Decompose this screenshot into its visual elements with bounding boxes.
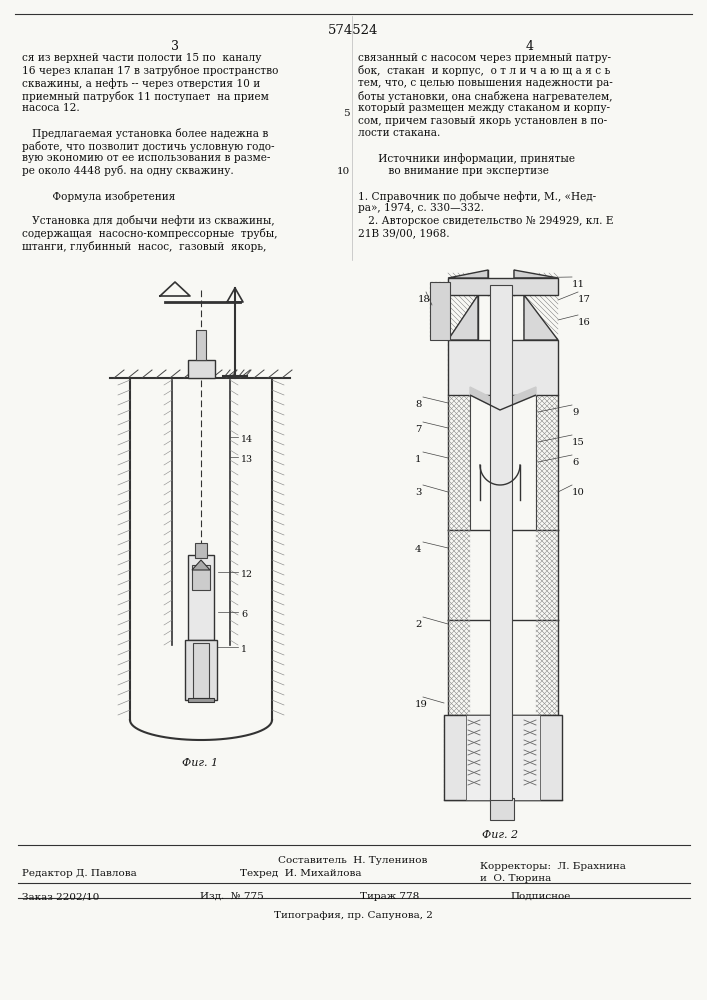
Bar (188, 555, 214, 640)
Text: Тираж 778: Тираж 778 (360, 892, 419, 901)
Text: содержащая  насосно-компрессорные  трубы,: содержащая насосно-компрессорные трубы, (22, 228, 278, 239)
Text: 9: 9 (572, 408, 578, 417)
Text: Техред  И. Михайлова: Техред И. Михайлова (240, 869, 361, 878)
Text: 2. Авторское свидетельство № 294929, кл. Е: 2. Авторское свидетельство № 294929, кл.… (358, 216, 614, 226)
Text: Корректоры:  Л. Брахнина: Корректоры: Л. Брахнина (480, 862, 626, 871)
Text: Составитель  Н. Туленинов: Составитель Н. Туленинов (279, 856, 428, 865)
Text: который размещен между стаканом и корпу-: который размещен между стаканом и корпу- (358, 103, 610, 113)
Bar (448, 278, 558, 295)
Polygon shape (448, 270, 488, 278)
Text: 3: 3 (171, 40, 179, 53)
Text: Изд.  № 775: Изд. № 775 (200, 892, 264, 901)
Text: тем, что, с целью повышения надежности ра-: тем, что, с целью повышения надежности р… (358, 78, 613, 88)
Text: скважины, а нефть -- через отверстия 10 и: скважины, а нефть -- через отверстия 10 … (22, 78, 260, 89)
Text: Фиг. 1: Фиг. 1 (182, 758, 218, 768)
Text: штанги, глубинный  насос,  газовый  якорь,: штанги, глубинный насос, газовый якорь, (22, 240, 267, 251)
Text: 16 через клапан 17 в затрубное пространство: 16 через клапан 17 в затрубное пространс… (22, 66, 279, 77)
Text: вую экономию от ее использования в разме-: вую экономию от ее использования в разме… (22, 153, 270, 163)
Bar (195, 543, 207, 558)
Text: 1. Справочник по добыче нефти, М., «Нед-: 1. Справочник по добыче нефти, М., «Нед- (358, 190, 596, 202)
Polygon shape (192, 560, 210, 570)
Text: Подписное: Подписное (510, 892, 571, 901)
Text: Формула изобретения: Формула изобретения (22, 190, 175, 202)
Bar (448, 340, 558, 395)
Text: работе, что позволит достичь условную годо-: работе, что позволит достичь условную го… (22, 140, 274, 151)
Bar (192, 565, 210, 590)
Text: 7: 7 (415, 425, 421, 434)
Text: ра», 1974, с. 330—332.: ра», 1974, с. 330—332. (358, 203, 484, 213)
Text: 19: 19 (415, 700, 428, 709)
Text: 3: 3 (415, 488, 421, 497)
Bar (188, 360, 215, 378)
Bar (193, 643, 209, 698)
Text: ре около 4448 руб. на одну скважину.: ре около 4448 руб. на одну скважину. (22, 165, 234, 176)
Text: 18: 18 (418, 295, 431, 304)
Text: Заказ 2202/10: Заказ 2202/10 (22, 892, 100, 901)
Text: Редактор Д. Павлова: Редактор Д. Павлова (22, 869, 136, 878)
Text: связанный с насосом через приемный патру-: связанный с насосом через приемный патру… (358, 53, 611, 63)
Text: 12: 12 (241, 570, 253, 579)
Bar (185, 640, 217, 700)
Text: приемный патрубок 11 поступает  на прием: приемный патрубок 11 поступает на прием (22, 91, 269, 102)
Bar (490, 798, 514, 820)
Text: 15: 15 (572, 438, 585, 447)
Text: бок,  стакан  и корпус,  о т л и ч а ю щ а я с ь: бок, стакан и корпус, о т л и ч а ю щ а … (358, 66, 610, 77)
Text: 6: 6 (241, 610, 247, 619)
Text: Источники информации, принятые: Источники информации, принятые (358, 153, 575, 164)
Text: боты установки, она снабжена нагревателем,: боты установки, она снабжена нагревателе… (358, 91, 612, 102)
Text: 6: 6 (572, 458, 578, 467)
Polygon shape (514, 270, 558, 278)
Text: Фиг. 2: Фиг. 2 (482, 830, 518, 840)
Bar (196, 330, 206, 360)
Text: и  О. Тюрина: и О. Тюрина (480, 874, 551, 883)
Polygon shape (448, 295, 478, 340)
Text: Установка для добычи нефти из скважины,: Установка для добычи нефти из скважины, (22, 216, 274, 227)
Text: 14: 14 (241, 435, 253, 444)
Bar (444, 715, 562, 800)
Polygon shape (524, 295, 558, 340)
Text: 17: 17 (578, 295, 591, 304)
Text: 4: 4 (415, 545, 421, 554)
Text: 21В 39/00, 1968.: 21В 39/00, 1968. (358, 228, 450, 238)
Bar (490, 285, 512, 800)
Text: насоса 12.: насоса 12. (22, 103, 80, 113)
Text: во внимание при экспертизе: во внимание при экспертизе (358, 165, 549, 176)
Text: 2: 2 (415, 620, 421, 629)
Bar (466, 715, 540, 800)
Text: 10: 10 (572, 488, 585, 497)
Text: Предлагаемая установка более надежна в: Предлагаемая установка более надежна в (22, 128, 269, 139)
Text: 13: 13 (241, 455, 253, 464)
Polygon shape (470, 387, 536, 410)
Text: 574524: 574524 (328, 24, 378, 37)
Text: 8: 8 (415, 400, 421, 409)
Text: 5: 5 (344, 109, 350, 118)
Bar (188, 698, 214, 702)
Text: 16: 16 (578, 318, 591, 327)
Text: 10: 10 (337, 167, 350, 176)
Text: 4: 4 (526, 40, 534, 53)
Text: ся из верхней части полости 15 по  каналу: ся из верхней части полости 15 по каналу (22, 53, 262, 63)
Text: 11: 11 (572, 280, 585, 289)
Text: 1: 1 (415, 455, 421, 464)
Bar (430, 282, 450, 340)
Text: сом, причем газовый якорь установлен в по-: сом, причем газовый якорь установлен в п… (358, 115, 607, 125)
Text: 1: 1 (241, 645, 247, 654)
Text: лости стакана.: лости стакана. (358, 128, 440, 138)
Text: Типография, пр. Сапунова, 2: Типография, пр. Сапунова, 2 (274, 911, 433, 920)
